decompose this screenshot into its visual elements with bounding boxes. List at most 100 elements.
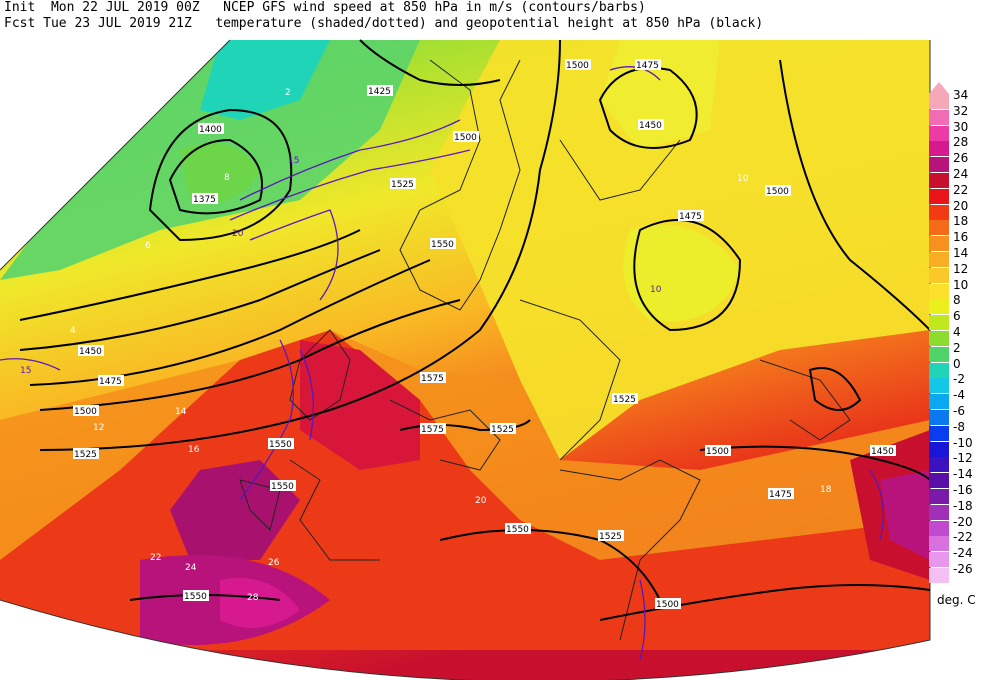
legend-swatch bbox=[929, 315, 949, 331]
legend-label: -4 bbox=[953, 388, 965, 403]
wind-label: 15 bbox=[288, 156, 299, 166]
height-label: 1475 bbox=[98, 375, 124, 387]
height-label: 1375 bbox=[192, 193, 218, 205]
svg-text:1475: 1475 bbox=[769, 490, 792, 500]
legend-label: -20 bbox=[953, 514, 973, 529]
legend-swatch bbox=[929, 220, 949, 236]
height-label: 1500 bbox=[705, 445, 731, 457]
legend-swatch bbox=[929, 252, 949, 267]
temperature-legend: 34 32 30 28 26 24 22 20 18 16 14 12 10 8 6 4 2 0 -2 -4 -6 -8-… bbox=[925, 82, 995, 608]
height-label: 1475 bbox=[635, 59, 661, 71]
legend-label: -8 bbox=[953, 419, 965, 434]
svg-text:1550: 1550 bbox=[431, 240, 454, 250]
height-label: 1550 bbox=[505, 523, 531, 535]
svg-text:1450: 1450 bbox=[79, 347, 102, 357]
height-label: 1450 bbox=[638, 119, 664, 131]
temperature-labels: 2 4 6 8 10 12 14 16 18 20 22 24 26 28 bbox=[70, 88, 832, 603]
svg-text:1525: 1525 bbox=[74, 450, 97, 460]
legend-swatch bbox=[929, 331, 949, 346]
legend-label: 12 bbox=[953, 261, 969, 276]
temp-label: 2 bbox=[285, 88, 291, 98]
legend-swatch bbox=[929, 267, 949, 283]
legend-label: 4 bbox=[953, 325, 961, 339]
height-label: 1450 bbox=[78, 345, 104, 357]
height-label: 1525 bbox=[612, 393, 638, 405]
header-forecast-line: Fcst Tue 23 JUL 2019 21Z temperature (sh… bbox=[4, 16, 764, 31]
legend-label: 18 bbox=[953, 214, 969, 229]
temp-label: 24 bbox=[185, 563, 197, 573]
legend-label: 28 bbox=[953, 135, 969, 150]
temp-label: 20 bbox=[475, 496, 487, 506]
svg-text:1525: 1525 bbox=[391, 180, 414, 190]
legend-swatch bbox=[929, 157, 949, 173]
legend-swatch bbox=[929, 504, 949, 520]
height-label: 1500 bbox=[765, 185, 791, 197]
temp-label: 26 bbox=[268, 558, 280, 568]
height-label: 1525 bbox=[73, 448, 99, 460]
height-label: 1575 bbox=[420, 423, 446, 435]
legend-swatch bbox=[929, 552, 949, 568]
wind-label: 10 bbox=[650, 285, 662, 295]
legend-swatch bbox=[929, 299, 949, 315]
legend-swatch bbox=[929, 473, 949, 489]
legend-label: 10 bbox=[953, 277, 969, 292]
temp-label: 12 bbox=[93, 423, 104, 433]
svg-text:1450: 1450 bbox=[639, 121, 662, 131]
height-label: 1575 bbox=[420, 372, 446, 384]
legend-label: 30 bbox=[953, 119, 969, 134]
legend-swatch bbox=[929, 394, 949, 410]
height-label: 1550 bbox=[430, 238, 456, 250]
svg-text:1500: 1500 bbox=[566, 61, 589, 71]
legend-swatch bbox=[929, 378, 949, 394]
legend-label: 2 bbox=[953, 340, 961, 355]
legend-swatch bbox=[929, 188, 949, 204]
svg-text:1500: 1500 bbox=[74, 407, 97, 417]
temp-label: 22 bbox=[150, 553, 161, 563]
height-label: 1500 bbox=[453, 131, 479, 143]
legend-swatch bbox=[929, 346, 949, 362]
legend-swatch bbox=[929, 94, 949, 109]
height-label: 1475 bbox=[678, 210, 704, 222]
temp-label: 18 bbox=[820, 485, 832, 495]
svg-text:1500: 1500 bbox=[766, 187, 789, 197]
svg-text:1500: 1500 bbox=[454, 133, 477, 143]
legend-swatch bbox=[929, 141, 949, 157]
svg-text:1425: 1425 bbox=[368, 87, 391, 97]
svg-text:1450: 1450 bbox=[871, 447, 894, 457]
height-label: 1500 bbox=[565, 59, 591, 71]
height-contours bbox=[19, 39, 931, 621]
legend-label: -6 bbox=[953, 404, 965, 418]
svg-text:1475: 1475 bbox=[679, 212, 702, 222]
legend-arrow-icon bbox=[929, 82, 949, 94]
legend-label: -22 bbox=[953, 530, 973, 545]
temp-label: 4 bbox=[70, 326, 76, 336]
height-label: 1525 bbox=[598, 530, 624, 542]
wind-labels: 15 20 15 10 bbox=[20, 156, 662, 376]
legend-swatch bbox=[929, 489, 949, 504]
legend-label: -14 bbox=[953, 467, 973, 482]
svg-text:1500: 1500 bbox=[656, 600, 679, 610]
legend-swatch bbox=[929, 109, 949, 125]
svg-text:1525: 1525 bbox=[599, 532, 622, 542]
height-label: 1525 bbox=[490, 423, 516, 435]
legend-label: -16 bbox=[953, 483, 973, 497]
legend-label: 22 bbox=[953, 182, 969, 197]
legend-label: 32 bbox=[953, 103, 969, 118]
legend-label: 26 bbox=[953, 151, 969, 166]
temp-label: 14 bbox=[175, 407, 187, 417]
legend-units: deg. C bbox=[937, 593, 976, 607]
height-label: 1550 bbox=[268, 438, 294, 450]
legend-label: 8 bbox=[953, 293, 961, 308]
height-label: 1475 bbox=[768, 488, 794, 500]
temp-label: 8 bbox=[224, 173, 230, 183]
legend-label: -12 bbox=[953, 451, 973, 466]
svg-text:1550: 1550 bbox=[184, 592, 207, 602]
legend-label: -24 bbox=[953, 546, 973, 561]
svg-text:1575: 1575 bbox=[421, 374, 444, 384]
wind-label: 20 bbox=[232, 229, 244, 239]
svg-text:1550: 1550 bbox=[271, 482, 294, 492]
height-label: 1525 bbox=[390, 178, 416, 190]
height-label: 1550 bbox=[270, 480, 296, 492]
